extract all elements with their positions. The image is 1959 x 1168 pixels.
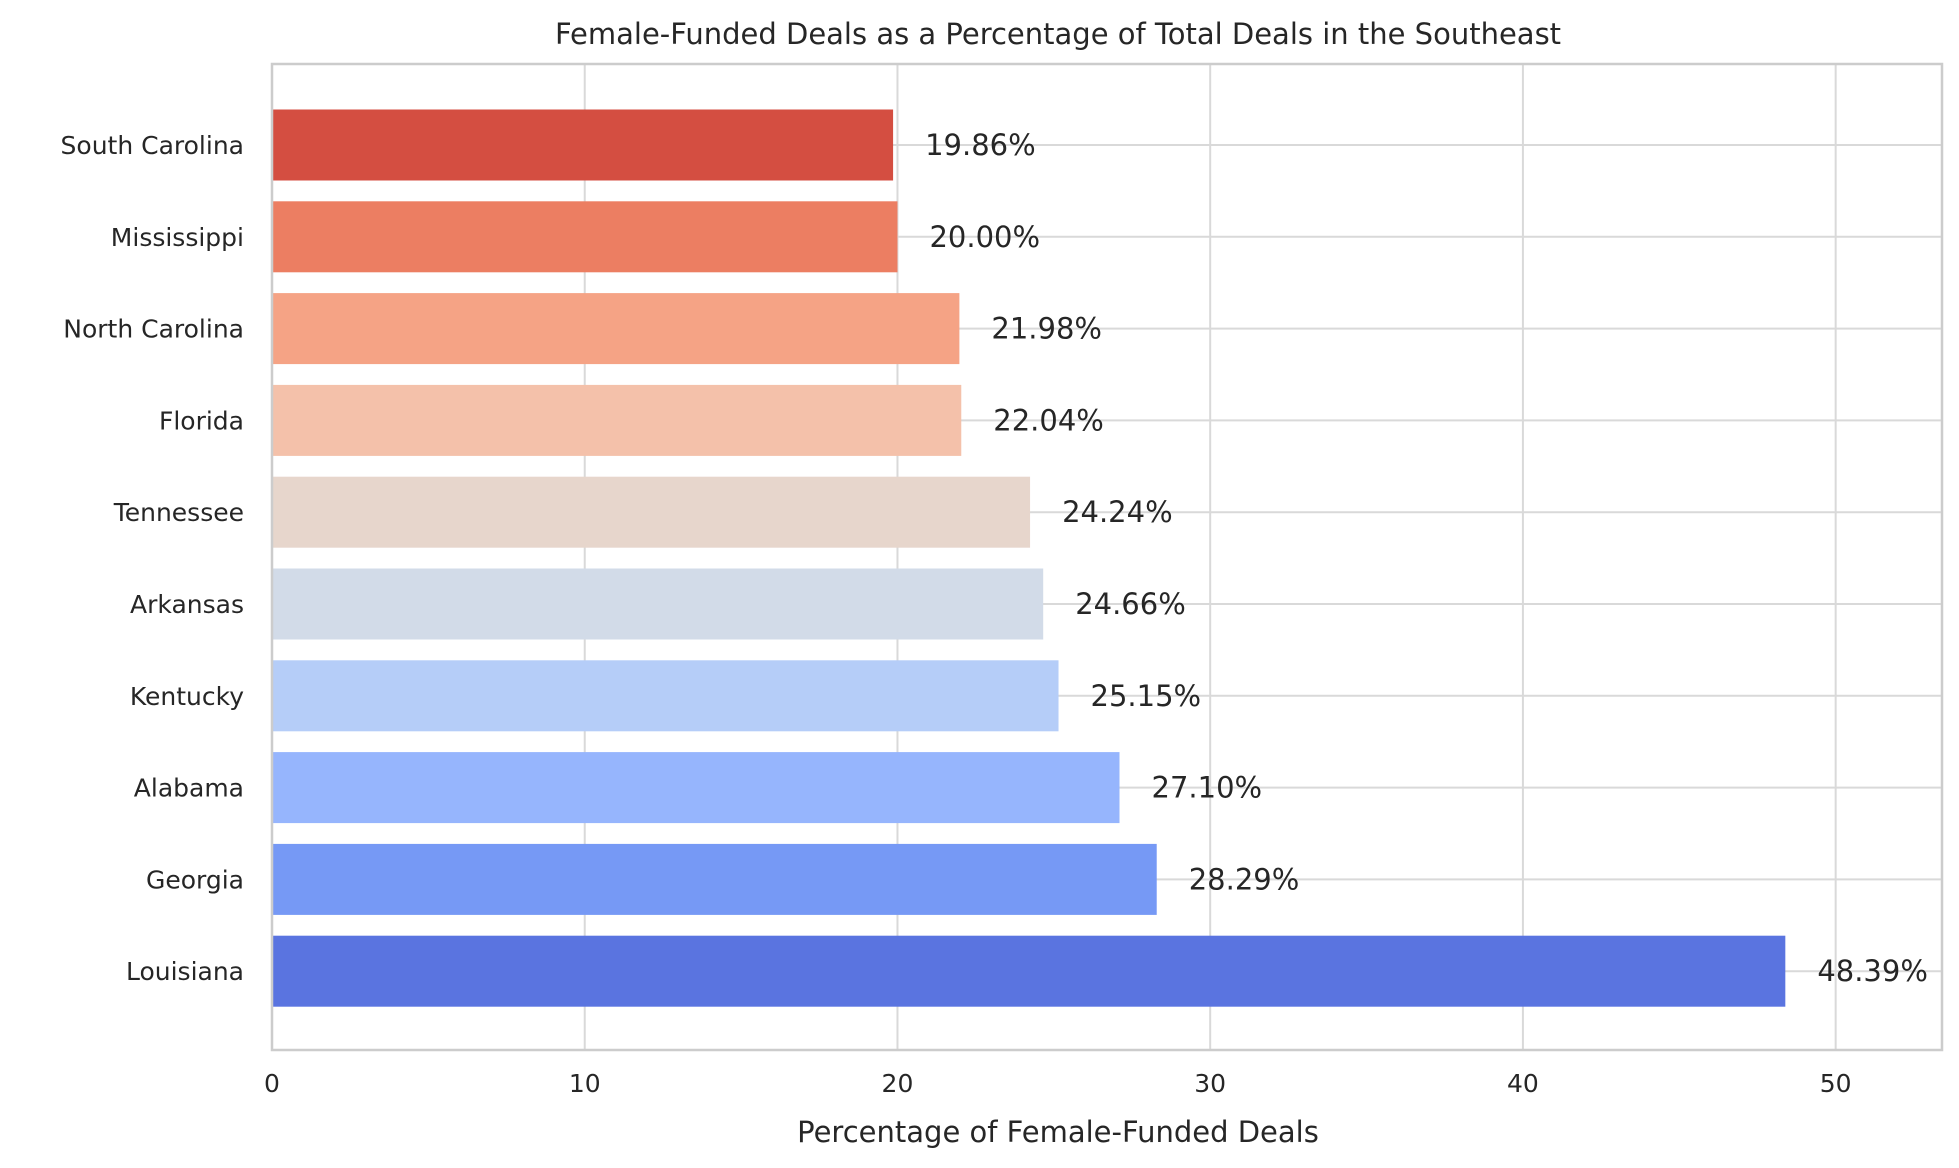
chart-title: Female-Funded Deals as a Percentage of T… <box>555 17 1561 51</box>
bar-tennessee <box>272 476 1031 548</box>
y-tick-label: Arkansas <box>130 590 244 619</box>
y-tick-label: Florida <box>159 406 244 435</box>
y-tick-label: South Carolina <box>61 131 244 160</box>
data-label: 24.66% <box>1075 587 1186 621</box>
bar-north-carolina <box>272 293 960 365</box>
x-tick-label: 40 <box>1507 1069 1539 1098</box>
bar-florida <box>272 384 962 456</box>
data-label: 25.15% <box>1091 679 1202 713</box>
y-tick-label: Mississippi <box>111 223 244 252</box>
data-label: 48.39% <box>1817 954 1928 988</box>
x-tick-label: 30 <box>1194 1069 1226 1098</box>
y-tick-labels: South Carolina Mississippi North Carolina F… <box>61 131 245 986</box>
x-tick-label: 0 <box>264 1069 280 1098</box>
y-tick-label: Georgia <box>146 865 244 894</box>
bar-arkansas <box>272 568 1044 640</box>
x-tick-labels: 0 10 20 30 40 50 <box>264 1069 1852 1098</box>
data-label: 27.10% <box>1152 771 1263 805</box>
x-tick-label: 10 <box>569 1069 601 1098</box>
y-tick-label: Louisiana <box>126 957 244 986</box>
data-label: 22.04% <box>993 403 1104 437</box>
y-tick-label: Kentucky <box>130 682 244 711</box>
plot-frame <box>270 62 1944 1052</box>
y-tick-label: Alabama <box>134 774 244 803</box>
bar-mississippi <box>272 201 898 273</box>
bar-louisiana <box>272 935 1786 1007</box>
x-tick-label: 50 <box>1820 1069 1852 1098</box>
bar-alabama <box>272 752 1120 824</box>
y-tick-label: Tennessee <box>113 498 244 527</box>
bar-kentucky <box>272 660 1059 732</box>
data-label: 24.24% <box>1062 495 1173 529</box>
x-tick-label: 20 <box>882 1069 914 1098</box>
data-label: 28.29% <box>1189 862 1300 896</box>
x-axis-label: Percentage of Female-Funded Deals <box>797 1115 1319 1149</box>
y-tick-label: North Carolina <box>63 315 244 344</box>
bar-georgia <box>272 843 1157 915</box>
bars <box>272 109 1786 1007</box>
data-labels: 19.86% 20.00% 21.98% 22.04% 24.24% 24.66% 25.1… <box>925 128 1928 988</box>
data-label: 20.00% <box>929 220 1040 254</box>
data-label: 21.98% <box>991 312 1102 346</box>
data-label: 19.86% <box>925 128 1036 162</box>
bar-south-carolina <box>272 109 894 181</box>
